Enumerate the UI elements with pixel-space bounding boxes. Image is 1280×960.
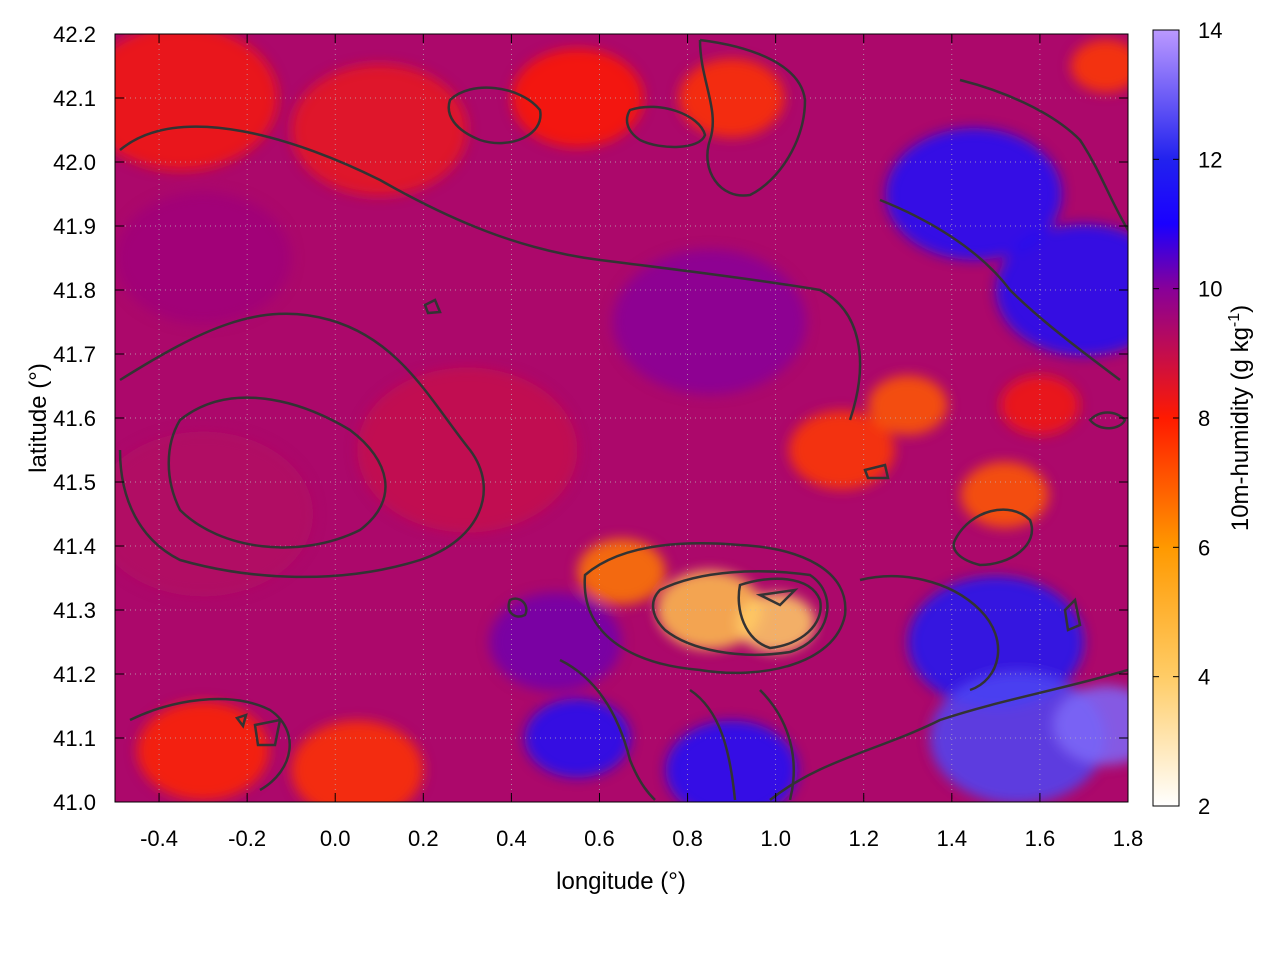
y-tick-label: 41.9 bbox=[53, 214, 96, 239]
contour-line bbox=[507, 597, 528, 618]
x-tick-label: 0.0 bbox=[320, 826, 351, 851]
humidity-region bbox=[868, 375, 948, 435]
colorbar-tick-label: 2 bbox=[1198, 794, 1210, 819]
contour-line bbox=[447, 86, 542, 145]
contour-line bbox=[651, 570, 829, 656]
humidity-region bbox=[960, 461, 1049, 528]
contour-line bbox=[689, 688, 737, 801]
humidity-region bbox=[665, 720, 798, 802]
x-tick-label: 0.6 bbox=[584, 826, 615, 851]
contour-line bbox=[879, 198, 1121, 381]
contour-line bbox=[118, 312, 486, 579]
y-tick-label: 41.8 bbox=[53, 278, 96, 303]
y-tick-label: 41.4 bbox=[53, 534, 96, 559]
contour-line bbox=[698, 38, 807, 197]
contour-line bbox=[755, 588, 799, 607]
y-axis-ticks: 41.0 41.1 41.2 41.3 41.4 41.5 41.6 41.7 41.8 41.9… bbox=[53, 22, 1128, 815]
colorbar-tick-label: 8 bbox=[1198, 406, 1210, 431]
y-tick-label: 41.0 bbox=[53, 790, 96, 815]
contour-line bbox=[863, 463, 890, 480]
humidity-region bbox=[656, 570, 763, 650]
humidity-region bbox=[291, 720, 424, 802]
plot-area bbox=[115, 34, 1128, 802]
contour-line bbox=[737, 577, 822, 650]
x-tick-label: 1.0 bbox=[760, 826, 791, 851]
grid bbox=[115, 34, 1128, 802]
x-tick-label: 1.8 bbox=[1113, 826, 1144, 851]
y-tick-label: 41.5 bbox=[53, 470, 96, 495]
x-tick-label: -0.4 bbox=[140, 826, 178, 851]
contour-line bbox=[625, 105, 707, 149]
x-axis-label: longitude (°) bbox=[556, 868, 686, 895]
humidity-region bbox=[291, 63, 468, 197]
colorbar-tick-label: 14 bbox=[1198, 18, 1222, 43]
humidity-region bbox=[885, 127, 1062, 261]
contour-line bbox=[759, 689, 795, 801]
contour-line bbox=[253, 718, 282, 747]
y-tick-label: 42.2 bbox=[53, 22, 96, 47]
contour-line bbox=[559, 658, 656, 801]
contour-line bbox=[167, 396, 387, 549]
humidity-region bbox=[115, 431, 314, 597]
x-tick-label: 1.4 bbox=[937, 826, 968, 851]
x-tick-label: 1.2 bbox=[848, 826, 879, 851]
y-axis-label: latitude (°) bbox=[25, 363, 52, 473]
colorbar-label: 10m-humidity (g kg-1) bbox=[1226, 305, 1254, 531]
x-tick-label: 0.4 bbox=[496, 826, 527, 851]
humidity-region bbox=[357, 367, 578, 533]
contour-line bbox=[234, 713, 248, 729]
humidity-region bbox=[1000, 375, 1080, 435]
contour-line bbox=[583, 542, 847, 675]
colorbar-tick-label: 4 bbox=[1198, 665, 1210, 690]
contour-line bbox=[129, 697, 291, 792]
contour-line bbox=[859, 575, 1000, 692]
humidity-region bbox=[1053, 685, 1128, 765]
colorbar-tick-label: 6 bbox=[1198, 535, 1210, 560]
contour-line bbox=[423, 298, 442, 315]
humidity-region bbox=[612, 249, 807, 395]
contour-line bbox=[959, 78, 1128, 231]
y-tick-label: 41.3 bbox=[53, 598, 96, 623]
x-tick-label: 1.6 bbox=[1025, 826, 1056, 851]
contour-line bbox=[769, 668, 1128, 801]
x-tick-label: 0.8 bbox=[672, 826, 703, 851]
humidity-region bbox=[995, 223, 1128, 357]
humidity-region bbox=[1070, 39, 1128, 93]
colorbar-ticks: 2 4 6 8 10 12 14 bbox=[1153, 18, 1222, 819]
humidity-region bbox=[678, 58, 785, 138]
y-tick-label: 42.1 bbox=[53, 86, 96, 111]
x-tick-label: 0.2 bbox=[408, 826, 439, 851]
x-axis-ticks: -0.4 -0.2 0.0 0.2 0.4 0.6 0.8 1.0 1.2 1.4 1.6 1.8 bbox=[140, 34, 1143, 851]
contour-line bbox=[119, 125, 862, 421]
contour-line bbox=[1088, 411, 1127, 430]
humidity-region bbox=[511, 48, 644, 148]
contour-line bbox=[1063, 597, 1082, 632]
contour-line bbox=[952, 508, 1034, 567]
humidity-region bbox=[137, 701, 270, 801]
contour-lines bbox=[118, 38, 1128, 801]
colorbar-tick-label: 12 bbox=[1198, 147, 1222, 172]
y-tick-label: 42.0 bbox=[53, 150, 96, 175]
humidity-region bbox=[577, 538, 666, 605]
y-tick-label: 41.1 bbox=[53, 726, 96, 751]
y-tick-label: 41.7 bbox=[53, 342, 96, 367]
colorbar-tick-label: 10 bbox=[1198, 277, 1222, 302]
humidity-region bbox=[115, 34, 278, 171]
y-tick-label: 41.6 bbox=[53, 406, 96, 431]
x-tick-label: -0.2 bbox=[228, 826, 266, 851]
humidity-region bbox=[115, 191, 292, 325]
y-tick-label: 41.2 bbox=[53, 662, 96, 687]
humidity-region bbox=[524, 698, 631, 778]
humidity-region bbox=[736, 593, 816, 653]
